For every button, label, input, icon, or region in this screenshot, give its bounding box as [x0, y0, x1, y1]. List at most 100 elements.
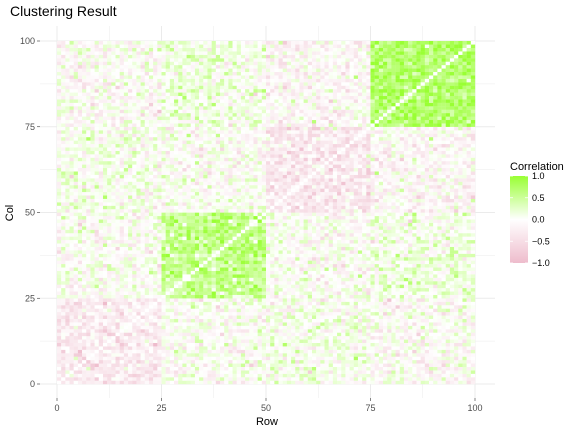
heatmap-cell: [249, 89, 254, 93]
heatmap-cell: [228, 102, 233, 107]
heatmap-cell: [178, 226, 183, 230]
heatmap-cell: [157, 85, 162, 90]
heatmap-cell: [65, 123, 70, 127]
heatmap-cell: [73, 305, 79, 309]
heatmap-cell: [249, 342, 254, 347]
heatmap-cell: [174, 253, 179, 258]
heatmap-cell: [169, 294, 175, 299]
heatmap-cell: [128, 191, 133, 196]
heatmap-cell: [249, 143, 254, 148]
heatmap-cell: [253, 143, 258, 148]
heatmap-cell: [136, 277, 141, 282]
heatmap-cell: [98, 61, 104, 66]
heatmap-cell: [207, 143, 212, 148]
heatmap-cell: [240, 99, 246, 103]
heatmap-cell: [236, 277, 242, 282]
heatmap-cell: [257, 195, 262, 199]
heatmap-cell: [153, 185, 158, 189]
heatmap-cell: [153, 147, 158, 151]
heatmap-cell: [182, 75, 187, 79]
heatmap-cell: [148, 130, 154, 134]
heatmap-cell: [136, 95, 141, 100]
heatmap-cell: [165, 294, 171, 299]
heatmap-cell: [107, 99, 112, 103]
heatmap-cell: [186, 106, 191, 110]
heatmap-cell: [178, 188, 183, 193]
heatmap-cell: [123, 281, 129, 285]
heatmap-cell: [207, 332, 212, 337]
heatmap-cell: [128, 92, 133, 97]
heatmap-cell: [86, 246, 91, 251]
heatmap-cell: [261, 202, 267, 206]
heatmap-cell: [199, 373, 204, 378]
heatmap-cell: [148, 305, 154, 309]
heatmap-cell: [194, 250, 200, 254]
heatmap-cell: [77, 257, 83, 261]
heatmap-cell: [228, 380, 233, 385]
heatmap-cell: [119, 195, 125, 199]
heatmap-cell: [178, 325, 183, 330]
heatmap-cell: [174, 322, 179, 326]
heatmap-cell: [157, 51, 162, 55]
heatmap-cell: [224, 58, 229, 62]
heatmap-cell: [148, 212, 154, 217]
heatmap-cell: [245, 298, 250, 302]
heatmap-cell: [194, 82, 200, 86]
heatmap-cell: [94, 41, 99, 45]
heatmap-cell: [132, 116, 137, 121]
heatmap-cell: [253, 342, 258, 347]
heatmap-cell: [102, 102, 108, 107]
heatmap-cell: [69, 243, 74, 247]
heatmap-cell: [169, 243, 175, 247]
heatmap-cell: [261, 161, 267, 165]
heatmap-cell: [161, 178, 166, 182]
heatmap-cell: [228, 339, 233, 343]
heatmap-cell: [140, 263, 145, 268]
heatmap-cell: [203, 284, 208, 289]
heatmap-cell: [240, 322, 246, 326]
heatmap-cell: [65, 274, 70, 278]
heatmap-cell: [65, 41, 70, 45]
heatmap-cell: [69, 260, 74, 265]
heatmap-cell: [65, 75, 70, 79]
heatmap-cell: [190, 75, 196, 79]
heatmap-cell: [224, 130, 229, 134]
heatmap-cell: [169, 274, 175, 278]
heatmap-cell: [194, 322, 200, 326]
heatmap-cell: [153, 54, 158, 59]
heatmap-cell: [249, 99, 254, 103]
heatmap-cell: [249, 215, 254, 220]
heatmap-cell: [240, 75, 246, 79]
heatmap-cell: [211, 212, 216, 217]
heatmap-cell: [90, 370, 95, 374]
heatmap-cell: [77, 99, 83, 103]
heatmap-cell: [57, 178, 62, 182]
heatmap-cell: [174, 263, 179, 268]
heatmap-cell: [182, 85, 187, 90]
heatmap-cell: [190, 281, 196, 285]
heatmap-cell: [115, 157, 120, 162]
heatmap-cell: [240, 164, 246, 169]
heatmap-cell: [215, 126, 221, 131]
heatmap-cell: [207, 353, 212, 357]
heatmap-cell: [102, 226, 108, 230]
heatmap-cell: [111, 267, 116, 271]
heatmap-cell: [61, 366, 66, 371]
heatmap-cell: [253, 373, 258, 378]
heatmap-cell: [77, 236, 83, 241]
heatmap-cell: [194, 68, 200, 73]
heatmap-cell: [107, 123, 112, 127]
heatmap-cell: [211, 294, 216, 299]
heatmap-cell: [144, 181, 150, 186]
heatmap-cell: [194, 78, 200, 83]
heatmap-cell: [69, 359, 74, 364]
heatmap-cell: [136, 205, 141, 210]
heatmap-cell: [240, 205, 246, 210]
heatmap-cell: [119, 54, 125, 59]
heatmap-cell: [140, 147, 145, 151]
heatmap-cell: [157, 54, 162, 59]
heatmap-cell: [132, 356, 137, 361]
heatmap-cell: [82, 315, 87, 319]
heatmap-cell: [128, 356, 133, 361]
heatmap-cell: [98, 215, 104, 220]
